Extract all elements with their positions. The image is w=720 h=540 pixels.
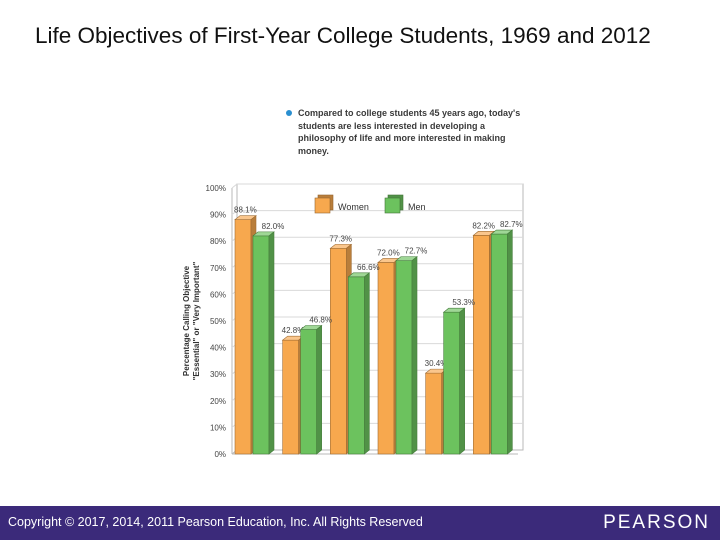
bar-women [330, 248, 347, 455]
data-label: 82.2% [472, 221, 495, 230]
bar-side [268, 231, 275, 455]
bar-side [364, 272, 370, 455]
bar-men [252, 235, 270, 455]
bar-side [507, 229, 513, 455]
y-tick-label: 10% [210, 423, 226, 432]
y-tick-label: 90% [210, 211, 226, 220]
bullet-icon [286, 110, 292, 116]
footer-bar: Copyright © 2017, 2014, 2011 Pearson Edu… [0, 506, 720, 540]
bar-women [377, 262, 395, 455]
bar-chart: 0% 10% 20% 30% 40% 50% 60% 70% 80% 90% 100% Percent… [182, 183, 524, 459]
y-tick-label: 40% [210, 344, 226, 353]
bar-men [395, 260, 413, 455]
data-label: 42.8% [282, 326, 305, 335]
y-axis-title: "Essential" or "Very Important" [192, 261, 201, 380]
bar-side [459, 307, 465, 455]
callout-text: Compared to college students 45 years ag… [298, 108, 521, 156]
data-label: 72.0% [377, 248, 400, 257]
publisher-logo: PEARSON [603, 512, 710, 533]
data-label: 88.1% [234, 206, 257, 215]
legend-swatch-women [314, 197, 331, 214]
y-tick-label: 20% [210, 397, 226, 406]
bar-women [425, 372, 442, 455]
bar-side [411, 255, 418, 455]
data-label: 46.8% [309, 316, 332, 325]
slide-title: Life Objectives of First-Year College St… [35, 23, 651, 48]
bar-women [282, 339, 299, 455]
bar-men [491, 233, 508, 455]
y-axis-title: Percentage Calling Objective [182, 265, 191, 376]
bar-women [234, 219, 252, 455]
data-label: 82.7% [500, 220, 523, 229]
bar-men [348, 276, 365, 455]
data-label: 30.4% [425, 359, 448, 368]
legend-label: Women [338, 202, 369, 212]
data-label: 66.6% [357, 263, 380, 272]
legend-label: Men [408, 202, 426, 212]
y-tick-label: 100% [206, 184, 226, 193]
gridline-side [231, 210, 238, 215]
bar-side [316, 324, 322, 455]
bar-women [473, 235, 490, 455]
data-label: 77.3% [329, 234, 352, 243]
data-label: 72.7% [405, 247, 428, 256]
data-label: 53.3% [452, 298, 475, 307]
y-tick-label: 0% [214, 450, 226, 459]
y-tick-label: 60% [210, 290, 226, 299]
legend-swatch-men [384, 197, 401, 214]
y-tick-label: 70% [210, 264, 226, 273]
gridline-side [231, 183, 238, 189]
y-tick-label: 80% [210, 237, 226, 246]
y-tick-label: 30% [210, 370, 226, 379]
data-label: 82.0% [262, 222, 285, 231]
bar-men [443, 311, 460, 455]
copyright-text: Copyright © 2017, 2014, 2011 Pearson Edu… [8, 515, 423, 529]
bar-men [300, 329, 317, 455]
y-tick-label: 50% [210, 317, 226, 326]
